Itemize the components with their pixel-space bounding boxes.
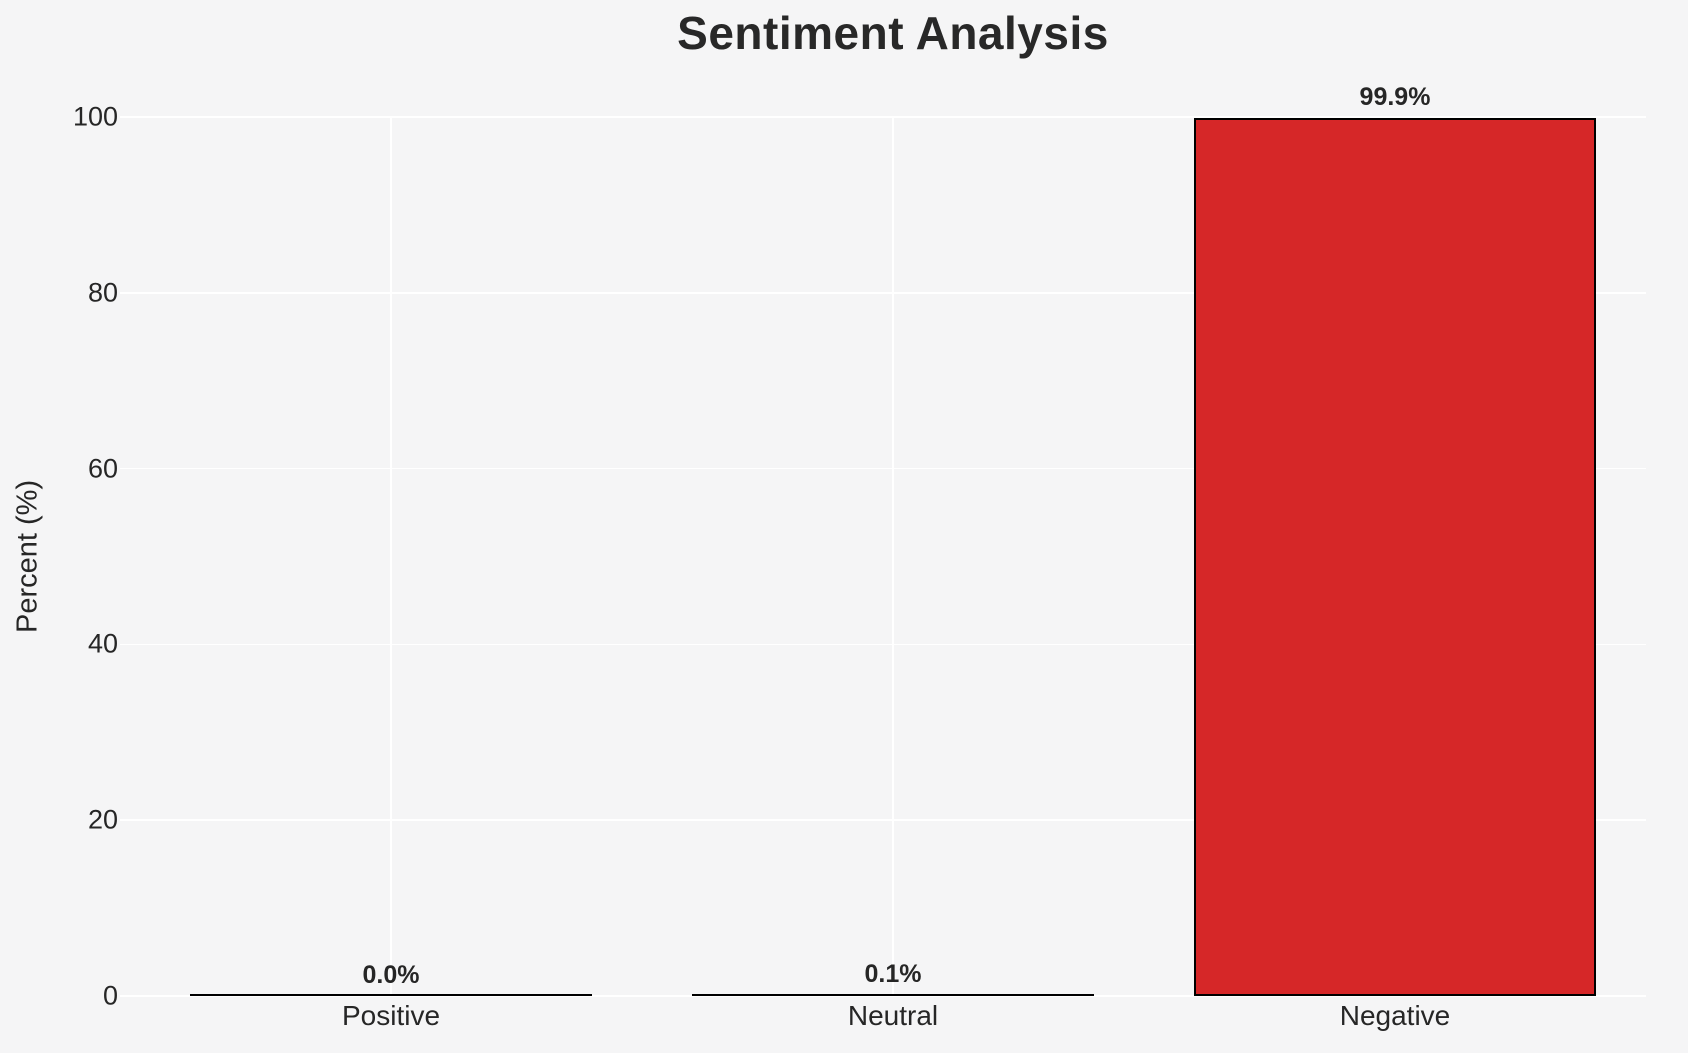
bar-value-label: 99.9% [1359,82,1431,111]
y-tick-label: 100 [72,101,118,132]
y-tick-label: 0 [102,980,118,1011]
bar-value-label: 0.1% [864,960,922,989]
vertical-gridline [892,117,894,996]
chart-title: Sentiment Analysis [677,7,1109,59]
vertical-gridline [390,117,392,996]
x-category-labels: Positive Neutral Negative [140,1002,1646,1042]
x-category-label: Neutral [847,1000,939,1031]
plot-area: 0.0% 0.1% 99.9% [120,84,1646,997]
y-tick-label: 80 [87,277,118,308]
horizontal-gridline [120,995,1646,997]
horizontal-gridline [120,643,1646,646]
bar-value-label: 0.0% [362,961,420,989]
bar [190,994,592,996]
horizontal-gridline [120,819,1646,821]
horizontal-gridline [120,292,1646,294]
y-tick-label: 20 [87,804,118,835]
bar [1194,117,1596,996]
y-tick-label: 40 [87,628,118,659]
y-tick-label: 60 [87,453,118,484]
horizontal-gridline [120,116,1646,118]
y-tick-labels: 0 20 40 60 80 100 [0,103,118,1009]
x-category-label: Positive [341,1000,441,1031]
horizontal-gridline [120,467,1646,470]
bar [692,993,1094,996]
x-category-label: Negative [1339,1000,1451,1031]
